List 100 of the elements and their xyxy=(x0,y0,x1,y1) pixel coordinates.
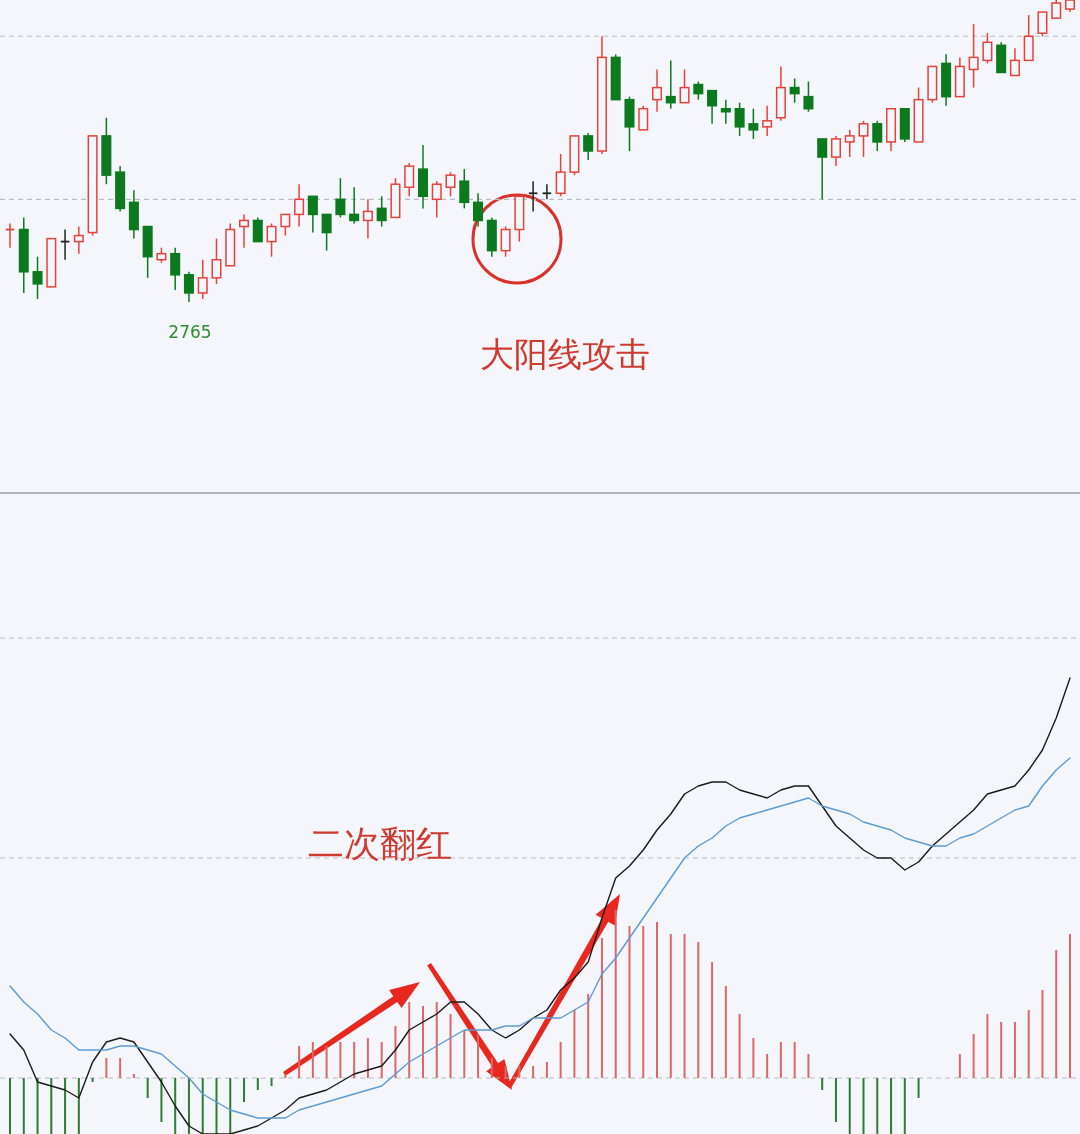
bar xyxy=(1041,990,1044,1078)
bar xyxy=(876,1078,879,1134)
bar xyxy=(738,1014,741,1078)
bar xyxy=(105,1058,108,1078)
candlestick xyxy=(527,180,539,213)
candlestick xyxy=(183,271,194,303)
bar xyxy=(1069,934,1071,1078)
bar xyxy=(587,994,590,1078)
candlestick xyxy=(720,98,731,125)
candlestick xyxy=(362,198,373,240)
candlestick xyxy=(803,80,814,113)
bar xyxy=(64,1078,67,1134)
bar xyxy=(201,1078,204,1134)
bar xyxy=(600,938,603,1078)
bar xyxy=(174,1078,177,1134)
bar xyxy=(477,1034,480,1078)
bar xyxy=(614,910,617,1078)
text: 大阳线攻击 xyxy=(480,334,650,374)
candlestick xyxy=(1037,11,1048,37)
candlestick xyxy=(445,171,456,198)
candlestick xyxy=(170,246,181,291)
candlestick xyxy=(266,222,277,258)
candlestick xyxy=(32,255,43,300)
candlestick xyxy=(541,183,553,201)
candlestick xyxy=(500,225,511,258)
bar xyxy=(848,1078,851,1134)
bar xyxy=(1000,1022,1003,1078)
candlestick xyxy=(280,213,291,237)
candlestick xyxy=(59,228,71,261)
candlestick xyxy=(748,107,759,140)
bar xyxy=(380,1042,383,1078)
bar xyxy=(752,1038,755,1078)
bar xyxy=(683,934,686,1078)
bar xyxy=(394,1026,397,1078)
bar xyxy=(256,1078,259,1090)
bar xyxy=(421,1006,424,1078)
bar xyxy=(766,1054,769,1078)
candlestick xyxy=(431,180,442,219)
candlestick xyxy=(211,237,222,285)
candlestick xyxy=(679,68,690,104)
bar xyxy=(187,1078,190,1134)
bar xyxy=(1055,950,1058,1078)
bar xyxy=(243,1078,246,1102)
bar xyxy=(862,1078,865,1134)
bar xyxy=(890,1078,893,1134)
candlestick xyxy=(321,213,332,252)
bar xyxy=(697,942,700,1078)
bar xyxy=(793,1042,796,1078)
candlestick xyxy=(473,192,484,228)
candlestick xyxy=(982,32,993,65)
bar xyxy=(284,1074,287,1078)
candlestick xyxy=(693,80,704,101)
bar xyxy=(50,1078,53,1134)
bar xyxy=(353,1042,356,1078)
candlestick xyxy=(335,177,346,219)
candlestick xyxy=(459,168,470,210)
bar xyxy=(821,1078,824,1090)
candlestick xyxy=(844,129,855,158)
bar xyxy=(22,1078,25,1134)
bar xyxy=(270,1078,273,1086)
candlestick xyxy=(349,186,360,225)
candlestick xyxy=(583,132,594,161)
candlestick xyxy=(707,89,718,125)
bar xyxy=(559,1042,562,1078)
candlestick xyxy=(239,213,250,249)
bar xyxy=(91,1078,94,1082)
bar xyxy=(958,1054,961,1078)
annotation: 2765 xyxy=(168,322,212,342)
bar xyxy=(532,1066,535,1078)
candlestick xyxy=(789,77,800,104)
bar xyxy=(77,1078,80,1134)
candlestick xyxy=(252,216,263,243)
bar xyxy=(1013,1022,1016,1078)
bar xyxy=(449,1014,452,1078)
bar xyxy=(229,1078,232,1134)
bar xyxy=(518,1066,521,1078)
bar xyxy=(132,1074,135,1078)
bar xyxy=(834,1078,837,1122)
bar xyxy=(917,1078,920,1098)
bar xyxy=(408,1002,411,1078)
candlestick xyxy=(734,101,745,137)
bar xyxy=(463,1030,466,1078)
candlestick xyxy=(1051,0,1062,19)
candlestick xyxy=(1009,47,1020,77)
bar xyxy=(1027,1010,1030,1078)
candlestick xyxy=(968,23,979,89)
bar xyxy=(146,1078,149,1098)
bar xyxy=(325,1046,328,1078)
bar xyxy=(779,1042,782,1078)
bar xyxy=(807,1054,810,1078)
candlestick xyxy=(376,195,387,228)
bar xyxy=(435,1002,438,1078)
bar xyxy=(160,1078,163,1122)
bar xyxy=(669,934,672,1078)
bar xyxy=(339,1042,342,1078)
bar xyxy=(215,1078,218,1134)
candlestick xyxy=(294,183,305,228)
bar xyxy=(903,1078,906,1134)
bar xyxy=(490,1058,493,1078)
bar xyxy=(724,986,727,1078)
